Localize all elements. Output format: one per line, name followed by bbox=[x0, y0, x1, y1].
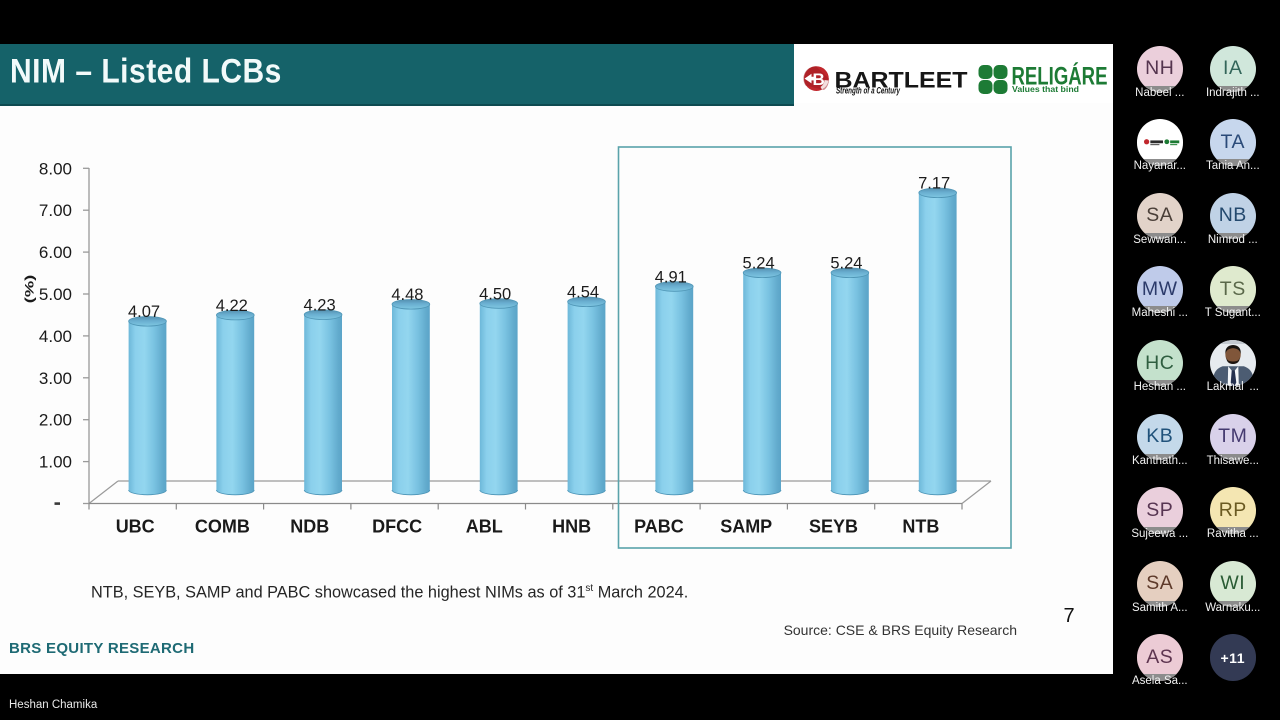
svg-text:NDB: NDB bbox=[290, 517, 329, 537]
svg-text:4.50: 4.50 bbox=[479, 285, 511, 303]
svg-text:7.17: 7.17 bbox=[918, 175, 950, 193]
svg-text:B: B bbox=[813, 70, 825, 89]
svg-text:6.00: 6.00 bbox=[39, 243, 72, 262]
svg-text:SEYB: SEYB bbox=[809, 517, 858, 537]
svg-text:4.91: 4.91 bbox=[655, 268, 687, 286]
svg-text:DFCC: DFCC bbox=[372, 517, 422, 537]
svg-text:5.24: 5.24 bbox=[743, 255, 775, 273]
svg-text:4.23: 4.23 bbox=[304, 297, 336, 315]
svg-text:RELIGÁRE: RELIGÁRE bbox=[1012, 62, 1108, 91]
svg-text:ABL: ABL bbox=[466, 517, 503, 537]
svg-text:COMB: COMB bbox=[195, 517, 250, 537]
svg-text:BARTLEET: BARTLEET bbox=[835, 67, 969, 92]
svg-text:1.00: 1.00 bbox=[39, 453, 72, 472]
svg-text:4.54: 4.54 bbox=[567, 284, 599, 302]
svg-text:Strength of a Century: Strength of a Century bbox=[836, 86, 900, 97]
svg-text:2.00: 2.00 bbox=[39, 411, 72, 430]
svg-text:PABC: PABC bbox=[634, 517, 684, 537]
svg-text:4.48: 4.48 bbox=[391, 286, 423, 304]
svg-text:4.22: 4.22 bbox=[216, 297, 248, 315]
svg-text:4.07: 4.07 bbox=[128, 303, 160, 321]
svg-text:NTB: NTB bbox=[902, 517, 939, 537]
svg-text:3.00: 3.00 bbox=[39, 369, 72, 388]
svg-text:8.00: 8.00 bbox=[39, 159, 72, 178]
svg-text:HNB: HNB bbox=[552, 517, 591, 537]
svg-text:Values that bind: Values that bind bbox=[1012, 84, 1079, 94]
svg-text:(%): (%) bbox=[24, 275, 37, 304]
svg-text:SAMP: SAMP bbox=[720, 517, 772, 537]
svg-text:5.24: 5.24 bbox=[830, 255, 862, 273]
svg-text:4.00: 4.00 bbox=[39, 327, 72, 346]
svg-text:7.00: 7.00 bbox=[39, 201, 72, 220]
svg-text:5.00: 5.00 bbox=[39, 285, 72, 304]
svg-text:UBC: UBC bbox=[116, 517, 155, 537]
